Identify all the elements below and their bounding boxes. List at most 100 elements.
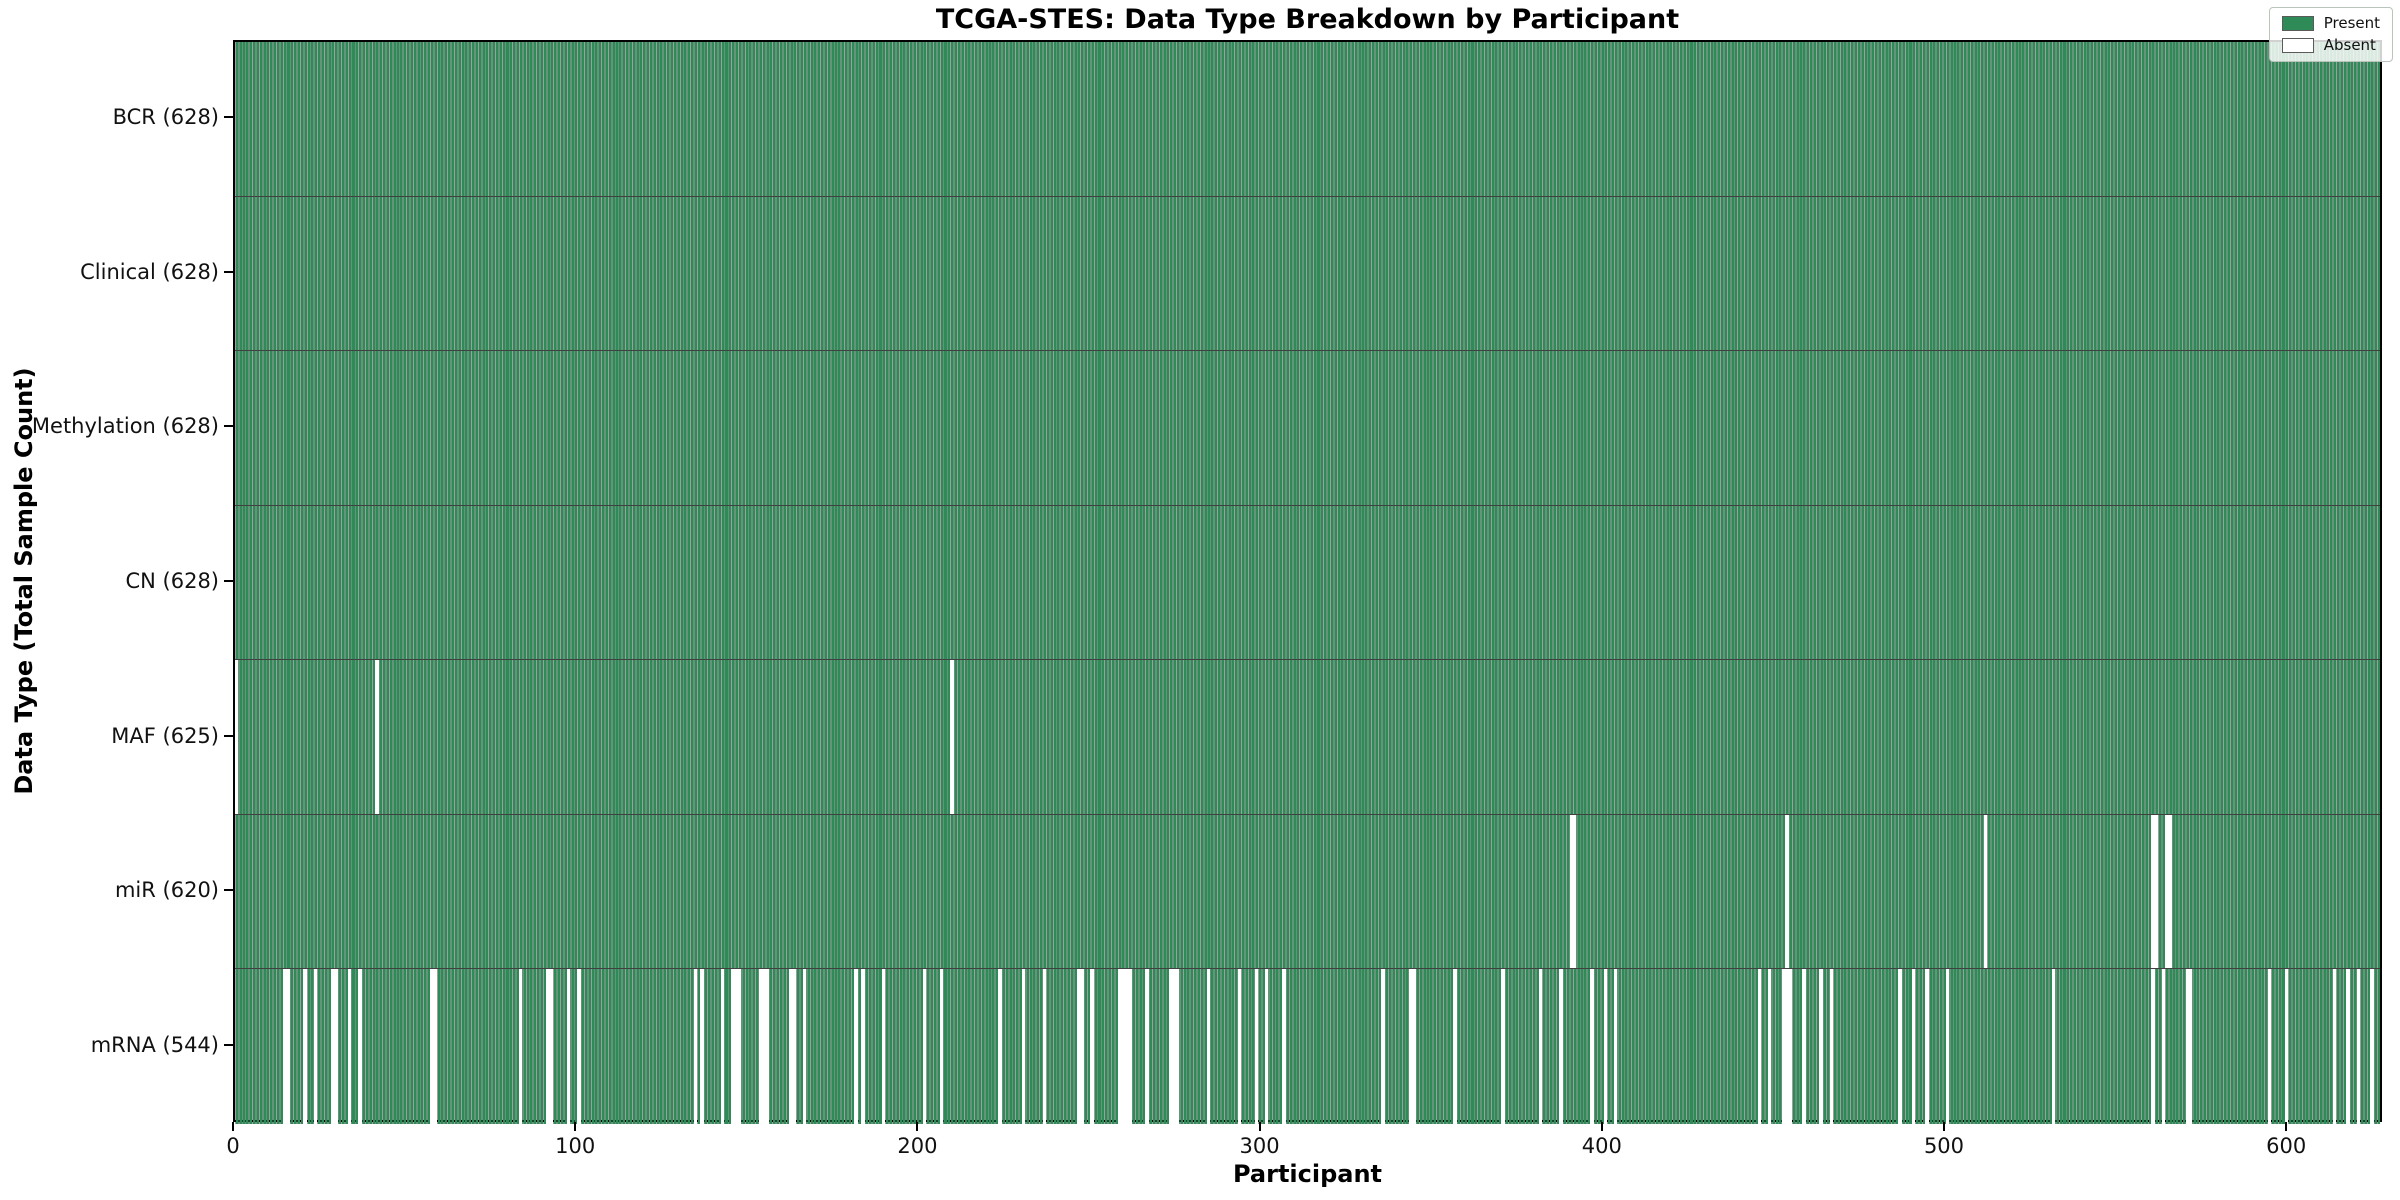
absent-gap [950, 660, 954, 814]
y-tick-mark [224, 116, 233, 119]
absent-gap [2151, 814, 2155, 969]
absent-gap [2164, 814, 2169, 969]
absent-gap [330, 969, 335, 1124]
x-tick-mark [232, 1122, 234, 1131]
y-tick-mark [224, 580, 233, 582]
absent-gap [1145, 969, 1149, 1124]
absent-gap [731, 969, 735, 1124]
absent-gap [1925, 969, 1929, 1124]
row-fill-BCR [235, 42, 2380, 196]
absent-gap [700, 969, 704, 1124]
x-tick-label-400: 400 [1581, 1134, 1622, 1158]
absent-gap [1501, 969, 1505, 1124]
absent-gap [1282, 969, 1286, 1124]
legend-item-absent: Absent [2281, 36, 2380, 54]
absent-gap [1911, 969, 1916, 1124]
absent-gap [2168, 814, 2172, 969]
absent-gap [1614, 969, 1618, 1124]
absent-gap [2052, 969, 2056, 1124]
absent-gap [2267, 969, 2272, 1124]
row-BCR [235, 42, 2380, 197]
absent-gap [1237, 969, 1242, 1124]
absent-gap [358, 969, 362, 1124]
absent-gap [1781, 969, 1786, 1124]
legend-label-present: Present [2323, 14, 2380, 32]
absent-gap [1090, 969, 1094, 1124]
absent-gap [546, 969, 550, 1124]
absent-gap [734, 969, 739, 1124]
absent-gap [939, 969, 944, 1124]
y-tick-label-Methylation: Methylation (628) [31, 414, 219, 439]
absent-gap [1022, 969, 1026, 1124]
absent-gap [1538, 969, 1543, 1124]
absent-gap [2284, 969, 2289, 1124]
absent-gap [1559, 969, 1563, 1124]
absent-gap [1128, 969, 1132, 1124]
absent-gap [1124, 969, 1129, 1124]
absent-gap [738, 969, 742, 1124]
absent-gap [1172, 969, 1177, 1124]
absent-gap [430, 969, 434, 1124]
absent-gap [1076, 969, 1081, 1124]
absent-gap [2151, 969, 2155, 1124]
y-tick-mark [224, 734, 233, 737]
y-tick-label-mRNA: mRNA (544) [90, 1032, 219, 1057]
x-tick-mark [574, 1122, 577, 1131]
absent-gap [1603, 969, 1608, 1124]
plot-area [233, 40, 2382, 1124]
row-Methylation [235, 351, 2380, 506]
absent-gap [2370, 969, 2374, 1124]
absent-gap [998, 969, 1002, 1124]
absent-gap [1121, 969, 1125, 1124]
x-tick-mark [1600, 1122, 1603, 1131]
absent-gap [1569, 814, 1573, 969]
absent-gap [282, 969, 287, 1124]
absent-gap [1265, 969, 1269, 1124]
absent-gap [313, 969, 318, 1124]
y-axis-label: Data Type (Total Sample Count) [10, 367, 38, 795]
y-tick-label-miR: miR (620) [114, 878, 219, 903]
x-tick-label-600: 600 [2266, 1134, 2307, 1158]
absent-gap [2356, 969, 2361, 1124]
row-fill-Clinical [235, 196, 2380, 351]
y-tick-label-CN: CN (628) [125, 569, 219, 593]
x-tick-mark [2285, 1122, 2288, 1131]
absent-gap [761, 969, 766, 1124]
legend-swatch-present [2281, 16, 2314, 31]
row-fill-MAF [235, 660, 2380, 814]
row-miR [235, 814, 2380, 970]
absent-gap [549, 969, 554, 1124]
absent-gap [1768, 969, 1772, 1124]
absent-gap [1453, 969, 1457, 1124]
absent-gap [347, 969, 352, 1124]
absent-gap [1412, 969, 1416, 1124]
absent-gap [1206, 969, 1211, 1124]
legend-label-absent: Absent [2323, 36, 2376, 54]
absent-gap [1785, 814, 1789, 969]
absent-gap [1945, 969, 1950, 1124]
absent-gap [1983, 814, 1988, 969]
absent-gap [577, 969, 581, 1124]
row-Clinical [235, 196, 2380, 352]
row-fill-miR [235, 814, 2380, 969]
absent-gap [854, 969, 858, 1124]
absent-gap [1898, 969, 1902, 1124]
absent-gap [1819, 969, 1823, 1124]
absent-gap [789, 969, 793, 1124]
absent-gap [2154, 814, 2159, 969]
absent-gap [792, 969, 797, 1124]
absent-gap [1169, 969, 1173, 1124]
absent-gap [286, 969, 290, 1124]
y-tick-label-Clinical: Clinical (628) [80, 259, 219, 284]
absent-gap [765, 969, 769, 1124]
absent-gap [1788, 969, 1792, 1124]
x-tick-label-0: 0 [226, 1134, 240, 1158]
y-tick-label-MAF: MAF (625) [111, 723, 219, 748]
x-tick-mark [1942, 1122, 1945, 1131]
absent-gap [881, 969, 886, 1124]
absent-gap [566, 969, 571, 1124]
x-tick-label-100: 100 [555, 1134, 596, 1158]
absent-gap [1829, 969, 1834, 1124]
absent-gap [2188, 969, 2193, 1124]
